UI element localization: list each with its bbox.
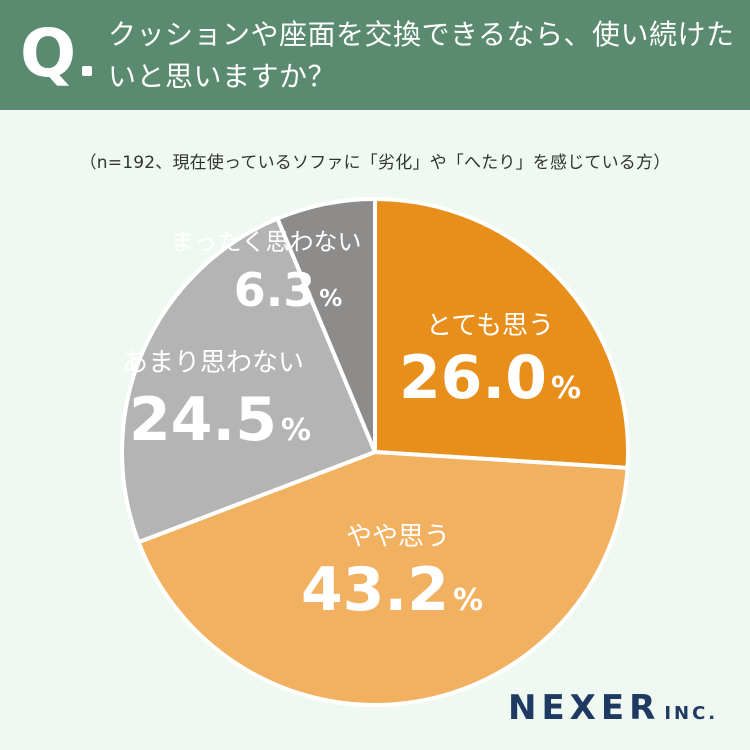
question-text: クッションや座面を交換できるなら、使い続けたいと思いますか？ — [108, 18, 735, 93]
nexer-logo: NEXER INC. — [508, 688, 718, 728]
q-dot — [82, 66, 92, 76]
slice-value-2: 43.2% — [301, 555, 483, 625]
pie-slice-4 — [275, 197, 377, 454]
question-banner: Q クッションや座面を交換できるなら、使い続けたいと思いますか？ — [0, 0, 750, 110]
slice-value-4: 6.3% — [234, 263, 343, 317]
slice-value-1: 26.0% — [399, 343, 581, 413]
logo-suffix: INC. — [664, 703, 719, 724]
slice-label-1: とても思う — [426, 311, 554, 341]
slice-label-2: やや思う — [346, 522, 450, 552]
q-mark: Q — [20, 15, 77, 92]
slice-value-3: 24.5% — [129, 385, 311, 455]
pie-slice-3 — [120, 216, 377, 545]
pie-slice-1 — [373, 197, 630, 470]
pie-slice-2 — [136, 450, 630, 707]
sample-note: （n=192、現在使っているソファに「劣化」や「へたり」を感じている方） — [79, 153, 671, 173]
slice-label-4: まったく思わない — [170, 228, 361, 256]
slice-label-3: あまり思わない — [122, 348, 304, 378]
logo-main: NEXER — [508, 688, 661, 728]
